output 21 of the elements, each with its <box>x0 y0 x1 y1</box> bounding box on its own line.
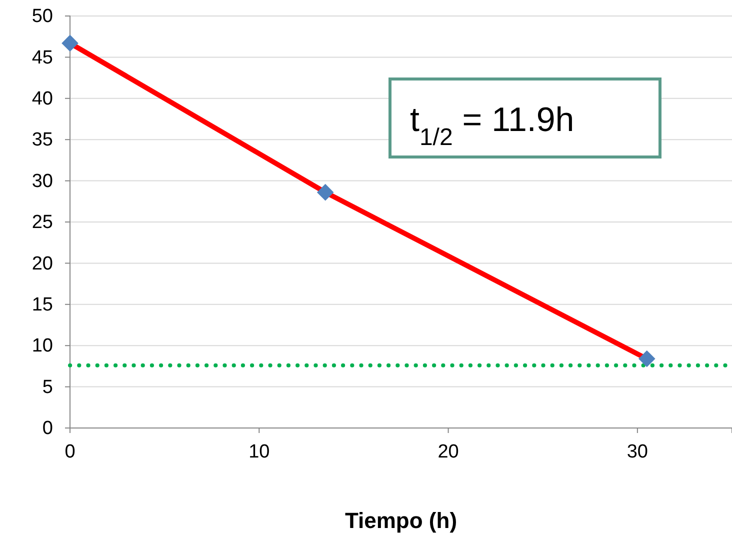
y-tick-label: 40 <box>32 88 53 110</box>
y-tick-label: 10 <box>32 336 53 357</box>
y-tick-label: 35 <box>32 130 53 151</box>
y-tick-label: 25 <box>32 212 53 234</box>
x-tick-label: 20 <box>438 441 459 462</box>
y-tick-label: 20 <box>32 253 53 274</box>
x-tick-label: 30 <box>626 441 648 462</box>
y-tick-label: 5 <box>42 376 53 398</box>
annotation-box: t$_{1/2}$ = 11.9h <box>388 78 662 158</box>
point <box>638 350 656 368</box>
y-tick-label: 0 <box>42 418 53 440</box>
annotation: t$_{1/2}$ = 11.9h <box>410 101 574 150</box>
x-axis-title: Tiempo (h) <box>344 508 458 533</box>
y-tick-label: 15 <box>32 294 53 316</box>
y-tick-label: 50 <box>32 6 53 28</box>
y-tick-label: 45 <box>32 47 53 68</box>
x-tick-label: 10 <box>248 441 270 462</box>
point <box>316 184 334 201</box>
y-tick-label: 30 <box>32 170 53 192</box>
point <box>62 34 78 52</box>
x-tick-label: 0 <box>64 441 76 462</box>
